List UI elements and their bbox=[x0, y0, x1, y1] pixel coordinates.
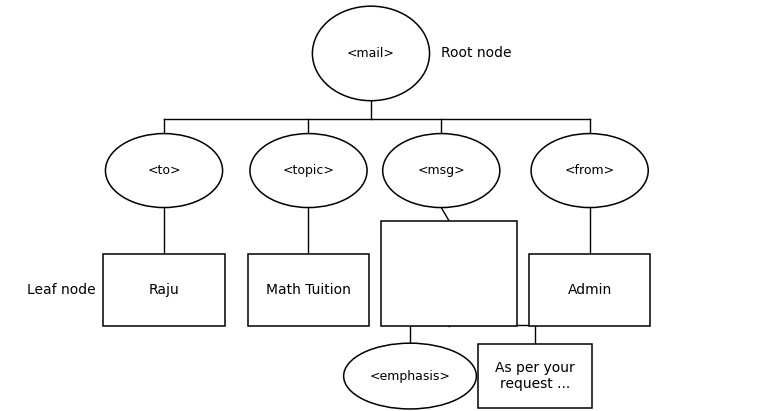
Text: <emphasis>: <emphasis> bbox=[369, 369, 451, 383]
Text: <msg>: <msg> bbox=[418, 164, 465, 177]
FancyBboxPatch shape bbox=[380, 221, 517, 326]
Text: <mail>: <mail> bbox=[347, 47, 395, 60]
Ellipse shape bbox=[250, 134, 367, 208]
Ellipse shape bbox=[531, 134, 648, 208]
Ellipse shape bbox=[344, 343, 476, 409]
Text: Admin: Admin bbox=[568, 283, 612, 297]
Text: Raju: Raju bbox=[148, 283, 180, 297]
FancyBboxPatch shape bbox=[478, 344, 592, 408]
Text: Leaf node: Leaf node bbox=[27, 283, 96, 297]
Text: Root node: Root node bbox=[441, 46, 512, 60]
FancyBboxPatch shape bbox=[248, 254, 369, 326]
Text: As per your
request ...: As per your request ... bbox=[495, 361, 575, 391]
Text: <topic>: <topic> bbox=[283, 164, 334, 177]
Ellipse shape bbox=[312, 6, 430, 101]
FancyBboxPatch shape bbox=[529, 254, 650, 326]
Text: Math Tuition: Math Tuition bbox=[266, 283, 351, 297]
Text: <to>: <to> bbox=[148, 164, 180, 177]
Text: <from>: <from> bbox=[565, 164, 615, 177]
FancyBboxPatch shape bbox=[103, 254, 225, 326]
Ellipse shape bbox=[105, 134, 223, 208]
Ellipse shape bbox=[383, 134, 500, 208]
